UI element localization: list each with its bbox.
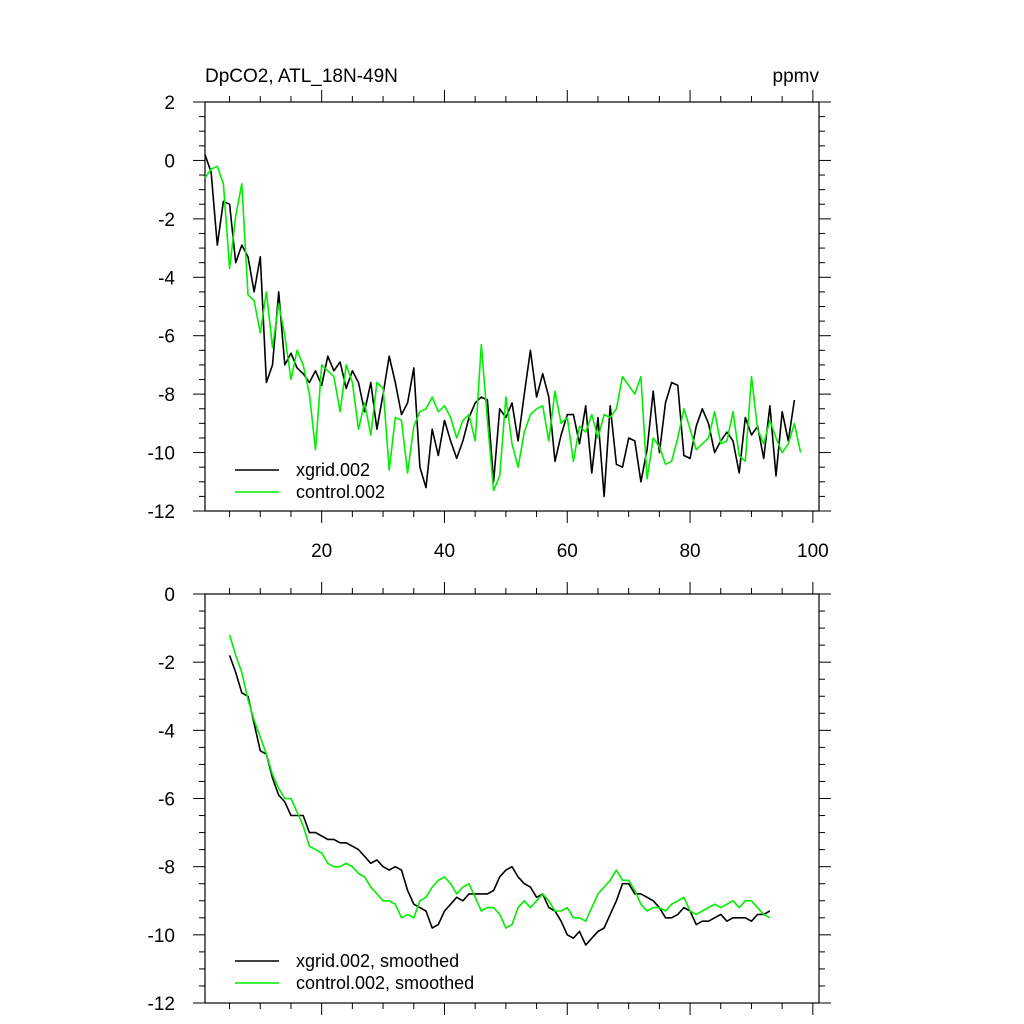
legend-label: xgrid.002, smoothed xyxy=(296,951,459,971)
units-label: ppmv xyxy=(773,66,820,87)
legend-label: xgrid.002 xyxy=(296,460,370,480)
plot-frame xyxy=(204,593,820,1004)
x-tick-label: 20 xyxy=(311,541,332,562)
legend-label: control.002 xyxy=(296,482,385,502)
series-line-control-002 xyxy=(204,165,802,492)
y-tick-label: -6 xyxy=(158,327,175,348)
y-tick-label: -4 xyxy=(158,721,175,742)
x-tick-label: 60 xyxy=(557,541,578,562)
y-tick-label: -2 xyxy=(158,210,175,231)
legend-label: control.002, smoothed xyxy=(296,973,474,993)
series-line-xgrid-002-smoothed xyxy=(228,655,771,946)
y-tick-label: -10 xyxy=(148,444,175,465)
y-tick-label: -10 xyxy=(148,926,175,947)
y-tick-label: -8 xyxy=(158,385,175,406)
y-tick-label: -12 xyxy=(148,994,175,1015)
series-line-xgrid-002 xyxy=(204,154,796,498)
y-tick-label: -4 xyxy=(158,268,175,289)
x-tick-label: 100 xyxy=(797,541,829,562)
bottom-panel: 0 -2 -4 -6 -8 -10 -12 xgrid.002, smoothedcontro… xyxy=(148,582,831,1015)
top-panel: DpCO2, ATL_18N-49N ppmv 20-2-4-6-8-10-12… xyxy=(148,66,831,562)
x-tick-label: 40 xyxy=(434,541,455,562)
y-tick-label: 0 xyxy=(164,585,175,606)
y-tick-label: -2 xyxy=(158,653,175,674)
y-tick-label: -12 xyxy=(148,502,175,523)
y-tick-label: -8 xyxy=(158,858,175,879)
series-line-control-002-smoothed xyxy=(228,634,771,929)
y-tick-label: -6 xyxy=(158,790,175,811)
plot-frame xyxy=(204,101,820,512)
x-tick-label: 80 xyxy=(679,541,700,562)
y-tick-label: 2 xyxy=(164,93,175,114)
y-tick-label: 0 xyxy=(164,151,175,172)
chart-title: DpCO2, ATL_18N-49N xyxy=(205,66,398,87)
